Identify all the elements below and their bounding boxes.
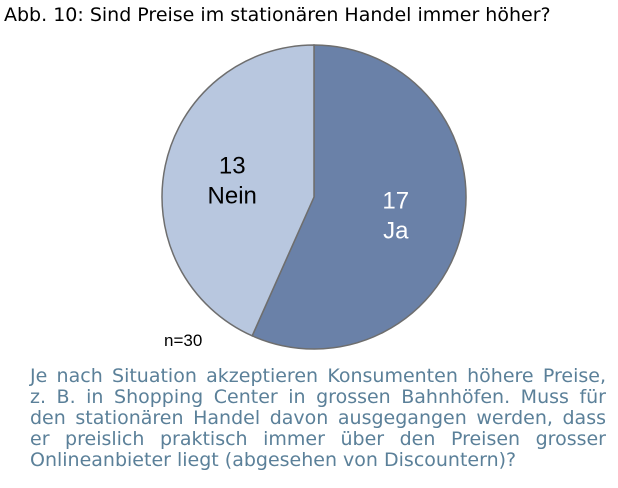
slice-value: 17 <box>382 187 409 214</box>
sample-size-label: n=30 <box>164 331 203 350</box>
pie-labels: 17 Ja 13 Nein <box>208 153 410 245</box>
chart-caption: Je nach Situation akzeptieren Konsumente… <box>30 366 606 471</box>
slice-category: Nein <box>208 183 257 210</box>
pie-slice-label-nein: 13 Nein <box>208 153 257 210</box>
caption-text: Je nach Situation akzeptieren Konsumente… <box>30 365 606 471</box>
slice-value: 13 <box>219 153 246 180</box>
pie-chart: 17 Ja 13 Nein <box>161 44 467 350</box>
pie-slice-label-ja: 17 Ja <box>382 187 409 244</box>
pie-slice-nein <box>161 44 315 337</box>
pie-slice-ja <box>251 44 467 350</box>
slice-category: Ja <box>383 217 409 244</box>
figure-title: Abb. 10: Sind Preise im stationären Hand… <box>4 4 551 26</box>
pie-slices <box>161 44 467 350</box>
